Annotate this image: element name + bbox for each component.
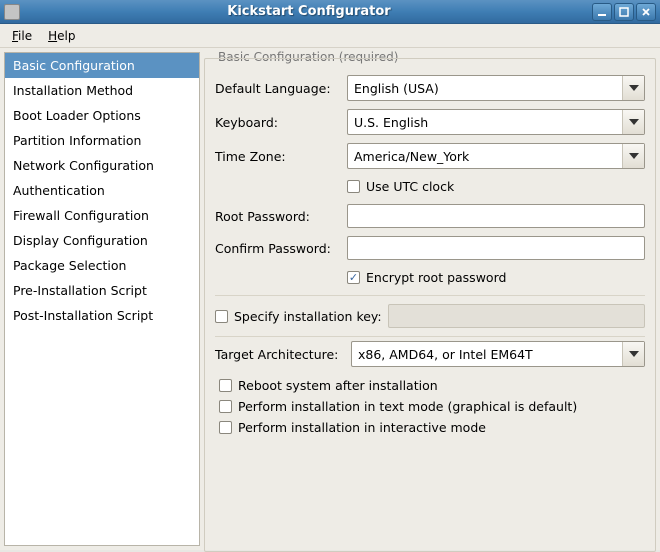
row-default-language: Default Language: English (USA) (215, 75, 645, 101)
label-text-mode: Perform installation in text mode (graph… (238, 399, 577, 414)
check-encrypt-root[interactable]: Encrypt root password (347, 268, 645, 287)
bottom-checks: Reboot system after installation Perform… (215, 375, 645, 438)
sidebar-item-pre-installation-script[interactable]: Pre-Installation Script (5, 278, 199, 303)
sidebar-item-firewall-configuration[interactable]: Firewall Configuration (5, 203, 199, 228)
label-confirm-password: Confirm Password: (215, 241, 341, 256)
row-use-utc: Use UTC clock (215, 177, 645, 196)
sidebar-item-boot-loader-options[interactable]: Boot Loader Options (5, 103, 199, 128)
sidebar: Basic Configuration Installation Method … (4, 52, 200, 546)
close-button[interactable] (636, 3, 656, 21)
label-encrypt-root: Encrypt root password (366, 270, 506, 285)
input-confirm-password[interactable] (347, 236, 645, 260)
row-specify-key: Specify installation key: (215, 295, 645, 337)
menu-help[interactable]: Help (42, 27, 81, 45)
check-interactive[interactable]: Perform installation in interactive mode (215, 417, 645, 438)
main-panel: Basic Configuration (required) Default L… (204, 52, 656, 546)
input-root-password[interactable] (347, 204, 645, 228)
label-use-utc: Use UTC clock (366, 179, 454, 194)
sidebar-item-authentication[interactable]: Authentication (5, 178, 199, 203)
label-target-arch: Target Architecture: (215, 347, 345, 362)
checkbox-reboot-after[interactable] (219, 379, 232, 392)
checkbox-text-mode[interactable] (219, 400, 232, 413)
checkbox-use-utc[interactable] (347, 180, 360, 193)
combo-time-zone-value: America/New_York (348, 149, 622, 164)
row-time-zone: Time Zone: America/New_York (215, 143, 645, 169)
chevron-down-icon (622, 144, 644, 168)
combo-default-language[interactable]: English (USA) (347, 75, 645, 101)
window-title: Kickstart Configurator (26, 4, 592, 19)
combo-keyboard[interactable]: U.S. English (347, 109, 645, 135)
sidebar-item-post-installation-script[interactable]: Post-Installation Script (5, 303, 199, 328)
checkbox-interactive[interactable] (219, 421, 232, 434)
checkbox-specify-key[interactable] (215, 310, 228, 323)
sidebar-item-partition-information[interactable]: Partition Information (5, 128, 199, 153)
sidebar-item-display-configuration[interactable]: Display Configuration (5, 228, 199, 253)
panel-fieldset: Default Language: English (USA) Keyboard… (204, 58, 656, 552)
menubar: File Help (0, 24, 660, 48)
chevron-down-icon (622, 342, 644, 366)
app-icon (4, 4, 20, 20)
label-time-zone: Time Zone: (215, 149, 341, 164)
check-use-utc[interactable]: Use UTC clock (347, 177, 645, 196)
label-keyboard: Keyboard: (215, 115, 341, 130)
row-keyboard: Keyboard: U.S. English (215, 109, 645, 135)
menu-file[interactable]: File (6, 27, 38, 45)
label-reboot-after: Reboot system after installation (238, 378, 438, 393)
label-specify-key: Specify installation key: (234, 309, 382, 324)
combo-keyboard-value: U.S. English (348, 115, 622, 130)
row-encrypt-root: Encrypt root password (215, 268, 645, 287)
window-buttons (592, 3, 656, 21)
titlebar: Kickstart Configurator (0, 0, 660, 24)
sidebar-item-basic-configuration[interactable]: Basic Configuration (5, 53, 199, 78)
combo-target-arch[interactable]: x86, AMD64, or Intel EM64T (351, 341, 645, 367)
checkbox-encrypt-root[interactable] (347, 271, 360, 284)
sidebar-item-installation-method[interactable]: Installation Method (5, 78, 199, 103)
label-root-password: Root Password: (215, 209, 341, 224)
row-root-password: Root Password: (215, 204, 645, 228)
row-target-arch: Target Architecture: x86, AMD64, or Inte… (215, 341, 645, 367)
minimize-button[interactable] (592, 3, 612, 21)
check-text-mode[interactable]: Perform installation in text mode (graph… (215, 396, 645, 417)
combo-time-zone[interactable]: America/New_York (347, 143, 645, 169)
maximize-button[interactable] (614, 3, 634, 21)
check-reboot-after[interactable]: Reboot system after installation (215, 375, 645, 396)
label-default-language: Default Language: (215, 81, 341, 96)
sidebar-item-package-selection[interactable]: Package Selection (5, 253, 199, 278)
chevron-down-icon (622, 76, 644, 100)
row-confirm-password: Confirm Password: (215, 236, 645, 260)
check-specify-key[interactable]: Specify installation key: (215, 307, 382, 326)
label-interactive: Perform installation in interactive mode (238, 420, 486, 435)
combo-target-arch-value: x86, AMD64, or Intel EM64T (352, 347, 622, 362)
client-area: Basic Configuration Installation Method … (0, 48, 660, 550)
sidebar-item-network-configuration[interactable]: Network Configuration (5, 153, 199, 178)
combo-default-language-value: English (USA) (348, 81, 622, 96)
chevron-down-icon (622, 110, 644, 134)
input-installation-key (388, 304, 645, 328)
